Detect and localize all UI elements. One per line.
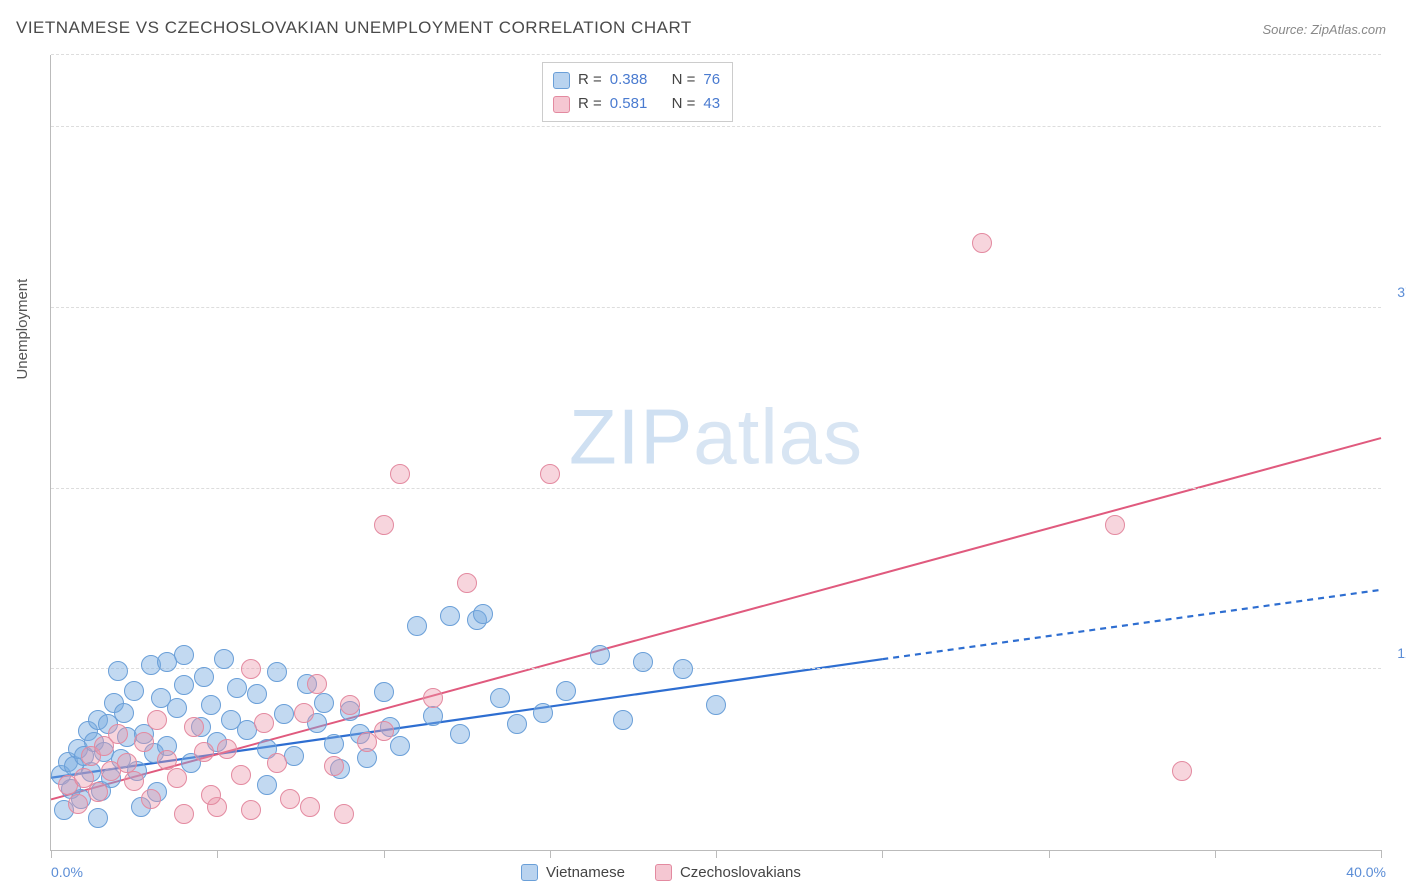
x-tick <box>716 850 717 858</box>
data-point-vietnamese <box>214 649 234 669</box>
data-point-czech <box>457 573 477 593</box>
y-axis-label: Unemployment <box>14 279 31 380</box>
gridline-h <box>51 488 1381 489</box>
swatch-vietnamese <box>521 864 538 881</box>
data-point-czech <box>540 464 560 484</box>
data-point-czech <box>423 688 443 708</box>
legend-label-czech: Czechoslovakians <box>680 864 801 881</box>
data-point-czech <box>147 710 167 730</box>
y-tick-label: 37.5% <box>1387 284 1406 300</box>
data-point-vietnamese <box>633 652 653 672</box>
x-tick <box>1049 850 1050 858</box>
data-point-vietnamese <box>450 724 470 744</box>
data-point-vietnamese <box>194 667 214 687</box>
data-point-vietnamese <box>201 695 221 715</box>
data-point-vietnamese <box>174 675 194 695</box>
data-point-vietnamese <box>473 604 493 624</box>
x-tick <box>1215 850 1216 858</box>
data-point-czech <box>1105 515 1125 535</box>
data-point-czech <box>340 695 360 715</box>
x-tick <box>217 850 218 858</box>
data-point-czech <box>68 794 88 814</box>
data-point-czech <box>231 765 251 785</box>
data-point-vietnamese <box>314 693 334 713</box>
data-point-vietnamese <box>490 688 510 708</box>
data-point-vietnamese <box>706 695 726 715</box>
data-point-vietnamese <box>274 704 294 724</box>
data-point-vietnamese <box>108 661 128 681</box>
data-point-vietnamese <box>88 808 108 828</box>
data-point-czech <box>134 732 154 752</box>
source-link[interactable]: ZipAtlas.com <box>1311 22 1386 37</box>
data-point-vietnamese <box>590 645 610 665</box>
gridline-h <box>51 307 1381 308</box>
data-point-czech <box>1172 761 1192 781</box>
data-point-czech <box>201 785 221 805</box>
data-point-czech <box>374 721 394 741</box>
data-point-czech <box>217 739 237 759</box>
data-point-czech <box>124 771 144 791</box>
source-label: Source: ZipAtlas.com <box>1262 22 1386 37</box>
data-point-vietnamese <box>673 659 693 679</box>
data-point-vietnamese <box>507 714 527 734</box>
data-point-vietnamese <box>174 645 194 665</box>
chart-title: VIETNAMESE VS CZECHOSLOVAKIAN UNEMPLOYME… <box>16 18 692 38</box>
data-point-czech <box>267 753 287 773</box>
data-point-czech <box>307 674 327 694</box>
data-point-czech <box>334 804 354 824</box>
legend-item-czech: Czechoslovakians <box>655 864 801 881</box>
data-point-vietnamese <box>533 703 553 723</box>
data-point-czech <box>108 724 128 744</box>
data-point-czech <box>972 233 992 253</box>
source-prefix: Source: <box>1262 22 1310 37</box>
data-point-czech <box>194 742 214 762</box>
legend-item-vietnamese: Vietnamese <box>521 864 625 881</box>
legend-label-vietnamese: Vietnamese <box>546 864 625 881</box>
x-tick <box>384 850 385 858</box>
data-point-czech <box>280 789 300 809</box>
x-tick-label: 40.0% <box>1346 864 1386 880</box>
data-point-czech <box>141 789 161 809</box>
data-point-czech <box>88 782 108 802</box>
x-tick <box>550 850 551 858</box>
scatter-plot-area: ZIPatlas R = 0.388 N = 76 R = 0.581 N = … <box>50 55 1381 851</box>
series-legend: Vietnamese Czechoslovakians <box>521 864 801 881</box>
data-point-czech <box>241 659 261 679</box>
x-tick <box>51 850 52 858</box>
data-point-czech <box>390 464 410 484</box>
y-tick-label: 12.5% <box>1387 645 1406 661</box>
data-point-czech <box>294 703 314 723</box>
data-point-czech <box>324 756 344 776</box>
data-point-vietnamese <box>423 706 443 726</box>
data-point-vietnamese <box>556 681 576 701</box>
data-point-vietnamese <box>407 616 427 636</box>
x-tick <box>1381 850 1382 858</box>
swatch-czech <box>655 864 672 881</box>
data-point-czech <box>174 804 194 824</box>
x-tick-label: 0.0% <box>51 864 83 880</box>
data-point-czech <box>300 797 320 817</box>
data-point-vietnamese <box>124 681 144 701</box>
x-tick <box>882 850 883 858</box>
data-point-vietnamese <box>374 682 394 702</box>
data-point-vietnamese <box>324 734 344 754</box>
data-point-vietnamese <box>613 710 633 730</box>
data-point-vietnamese <box>440 606 460 626</box>
gridline-h <box>51 126 1381 127</box>
gridline-h <box>51 54 1381 55</box>
data-point-vietnamese <box>227 678 247 698</box>
data-point-czech <box>184 717 204 737</box>
data-point-vietnamese <box>267 662 287 682</box>
data-point-czech <box>241 800 261 820</box>
data-point-vietnamese <box>167 698 187 718</box>
data-point-vietnamese <box>390 736 410 756</box>
data-point-czech <box>167 768 187 788</box>
data-point-vietnamese <box>247 684 267 704</box>
data-point-czech <box>254 713 274 733</box>
data-point-vietnamese <box>257 775 277 795</box>
data-point-czech <box>374 515 394 535</box>
data-point-vietnamese <box>114 703 134 723</box>
